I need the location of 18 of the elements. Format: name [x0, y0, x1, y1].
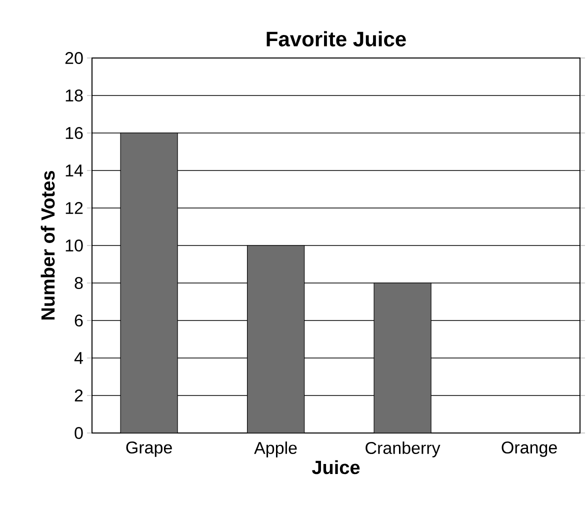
y-tick-label: 14	[66, 164, 83, 176]
y-tick-label: 16	[66, 126, 83, 140]
y-tick-label: 20	[65, 52, 83, 64]
y-tick-label: 18	[66, 89, 83, 102]
x-tick-label: Orange	[502, 442, 557, 457]
y-tick-label: 8	[74, 276, 83, 290]
y-tick-label: 10	[66, 239, 83, 252]
y-tick-label: 0	[74, 426, 83, 440]
x-axis-title: Juice	[312, 460, 360, 474]
y-tick-label: 2	[74, 390, 83, 402]
y-tick-label: 4	[74, 352, 83, 364]
x-tick-label: Apple	[254, 442, 297, 458]
y-tick-label: 12	[66, 202, 83, 214]
chart-title: Favorite Juice	[266, 31, 406, 46]
x-tick-label: Cranberry	[366, 442, 440, 458]
x-tick-label: Grape	[126, 442, 172, 457]
y-axis-title: Number of Votes	[40, 170, 55, 320]
y-tick-label: 6	[74, 314, 83, 327]
